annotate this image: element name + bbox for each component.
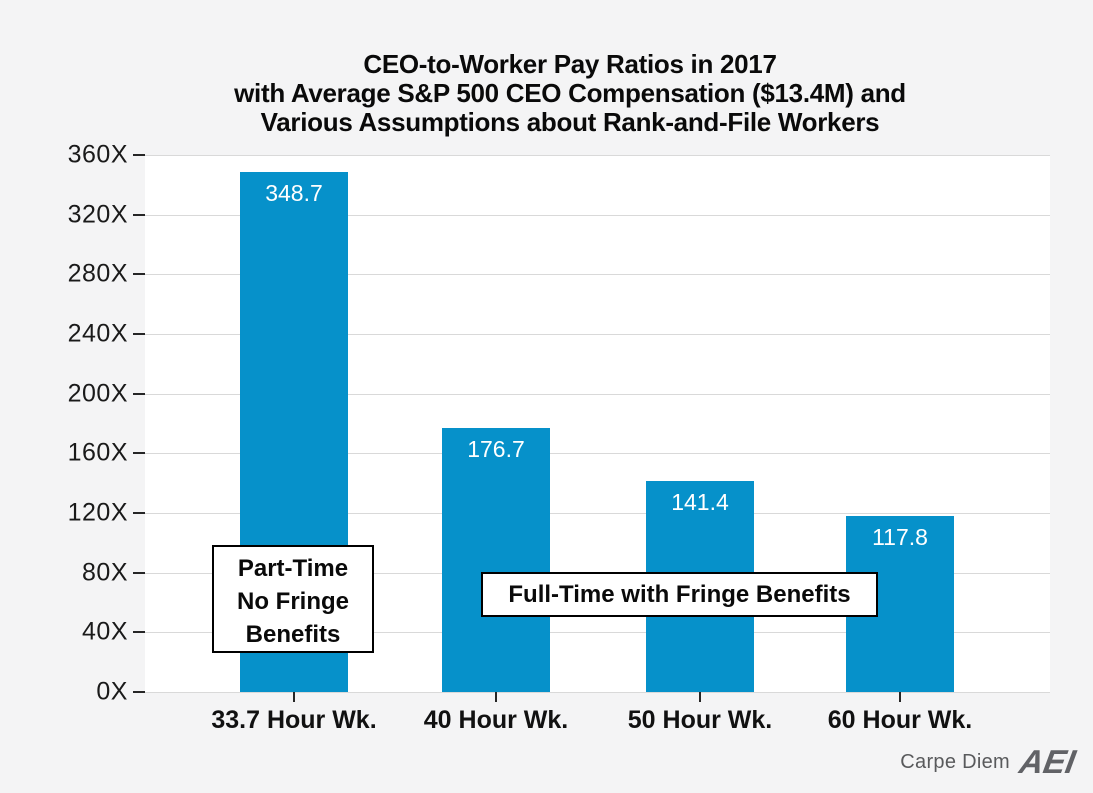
y-axis-tick-mark: [133, 512, 145, 514]
title-line-1: CEO-to-Worker Pay Ratios in 2017: [363, 49, 777, 79]
chart-title: CEO-to-Worker Pay Ratios in 2017 with Av…: [47, 50, 1093, 137]
aei-logo: AEI: [1016, 743, 1079, 780]
annotation-part-time-no-fringe-benefits: Part-Time No Fringe Benefits: [212, 545, 374, 653]
gridline: [145, 214, 1050, 216]
gridline: [145, 632, 1050, 634]
bar-value-label: 141.4: [671, 489, 729, 516]
x-axis-tick-mark: [495, 692, 497, 702]
footer-credit: Carpe Diem AEI: [900, 743, 1078, 780]
gridline: [145, 155, 1050, 156]
y-axis-tick-label: 160X: [67, 438, 128, 467]
x-axis-tick-mark: [899, 692, 901, 702]
carpe-diem-credit: Carpe Diem: [900, 750, 1010, 773]
y-axis-tick-mark: [133, 273, 145, 276]
y-axis-tick-label: 40X: [82, 617, 128, 646]
title-line-3: Various Assumptions about Rank-and-File …: [260, 107, 880, 137]
y-axis-tick-mark: [133, 333, 145, 335]
annotation-line: Benefits: [245, 621, 341, 648]
bar-value-label: 176.7: [467, 436, 525, 463]
y-axis-tick-label: 320X: [67, 200, 128, 229]
gridline: [145, 393, 1050, 395]
annotation-line: Full-Time with Fringe Benefits: [508, 580, 851, 608]
y-axis-tick-mark: [133, 691, 145, 693]
gridline: [145, 274, 1050, 276]
gridline: [145, 334, 1050, 335]
x-axis-tick-mark: [293, 692, 295, 702]
y-axis-tick-mark: [133, 392, 145, 395]
x-label-33-7-hour-wk: 33.7 Hour Wk.: [211, 706, 377, 734]
y-axis-tick-label: 120X: [67, 498, 128, 527]
x-axis-tick-mark: [699, 692, 701, 702]
annotation-line: Part-Time: [237, 555, 349, 582]
y-axis-tick-label: 360X: [67, 140, 128, 169]
y-axis-tick-mark: [133, 631, 145, 634]
plot-area: 348.7 176.7 141.4 117.8: [145, 155, 1050, 693]
x-label-40-hour-wk: 40 Hour Wk.: [423, 706, 569, 734]
annotation-line: No Fringe: [237, 588, 349, 615]
y-axis-tick-mark: [133, 213, 145, 216]
bar-series: 348.7 176.7 141.4 117.8: [145, 155, 1050, 692]
y-axis-tick-label: 80X: [82, 558, 128, 587]
y-axis-tick-mark: [133, 452, 145, 455]
bar-40-hour-wk: 176.7: [442, 428, 550, 692]
y-axis-tick-label: 240X: [67, 319, 128, 348]
x-label-50-hour-wk: 50 Hour Wk.: [627, 706, 773, 734]
bar-value-label: 348.7: [265, 179, 323, 206]
y-axis-tick-label: 0X: [96, 677, 128, 706]
annotation-full-time-with-fringe-benefits: Full-Time with Fringe Benefits: [481, 572, 878, 617]
y-axis-tick-label: 280X: [67, 259, 128, 288]
gridline: [145, 513, 1050, 514]
y-axis-tick-mark: [133, 154, 145, 156]
y-axis-tick-label: 200X: [67, 379, 128, 408]
bar-value-label: 117.8: [872, 524, 928, 551]
title-line-2: with Average S&P 500 CEO Compensation ($…: [234, 78, 906, 108]
gridline: [145, 453, 1050, 455]
x-label-60-hour-wk: 60 Hour Wk.: [827, 706, 973, 734]
y-axis-tick-mark: [133, 571, 145, 574]
x-axis: 33.7 Hour Wk. 40 Hour Wk. 50 Hour Wk. 60…: [0, 706, 1093, 736]
